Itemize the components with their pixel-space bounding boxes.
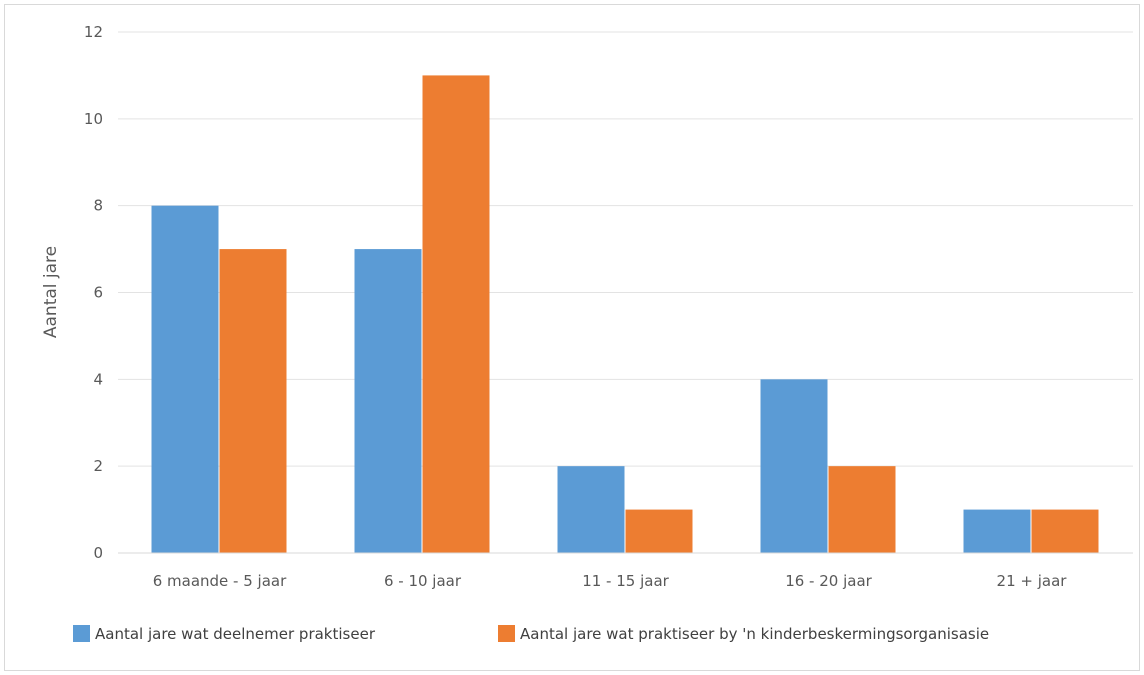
x-axis-ticks: 6 maande - 5 jaar 6 - 10 jaar 11 - 15 jaar… bbox=[153, 572, 1068, 590]
y-tick-label: 0 bbox=[93, 544, 103, 562]
x-tick-label: 21 + jaar bbox=[997, 572, 1068, 590]
bars bbox=[151, 75, 1099, 554]
gridlines bbox=[118, 31, 1133, 467]
bar-series-1 bbox=[354, 249, 422, 554]
legend-label-2: Aantal jare wat praktiseer by 'n kinderb… bbox=[520, 625, 989, 643]
y-axis-ticks: 0 2 4 6 8 10 12 bbox=[84, 23, 103, 562]
bar-series-1 bbox=[963, 509, 1031, 553]
x-tick-label: 6 - 10 jaar bbox=[384, 572, 462, 590]
bar-series-2 bbox=[1031, 509, 1099, 553]
x-tick-label: 16 - 20 jaar bbox=[785, 572, 872, 590]
y-tick-label: 10 bbox=[84, 110, 103, 128]
legend-swatch-1 bbox=[73, 625, 90, 642]
x-tick-label: 6 maande - 5 jaar bbox=[153, 572, 287, 590]
y-tick-label: 4 bbox=[93, 370, 103, 388]
y-tick-label: 8 bbox=[93, 197, 103, 215]
y-axis-title: Aantal jare bbox=[41, 246, 61, 338]
y-tick-label: 12 bbox=[84, 23, 103, 41]
bar-series-2 bbox=[828, 466, 896, 553]
bar-series-2 bbox=[625, 509, 693, 553]
y-tick-label: 2 bbox=[93, 457, 103, 475]
bar-series-2 bbox=[422, 75, 490, 554]
legend-swatch-2 bbox=[498, 625, 515, 642]
bar-series-1 bbox=[760, 379, 828, 553]
bar-series-2 bbox=[219, 249, 287, 554]
x-tick-label: 11 - 15 jaar bbox=[582, 572, 669, 590]
legend-label-1: Aantal jare wat deelnemer praktiseer bbox=[95, 625, 376, 643]
bar-series-1 bbox=[557, 466, 625, 553]
bar-series-1 bbox=[151, 205, 219, 553]
legend: Aantal jare wat deelnemer praktiseer Aant… bbox=[73, 625, 989, 643]
y-tick-label: 6 bbox=[93, 284, 103, 302]
